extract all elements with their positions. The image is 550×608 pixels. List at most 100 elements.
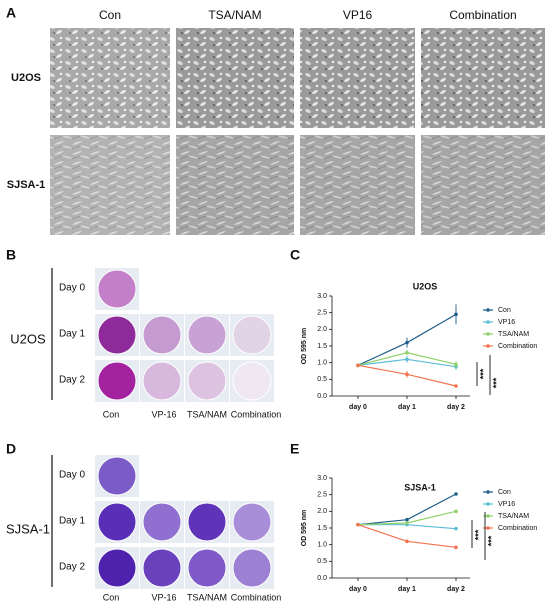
cell-line-label: U2OS	[10, 331, 46, 346]
y-tick-label: 2.5	[317, 310, 327, 317]
data-point	[405, 539, 409, 544]
y-tick-label: 1.5	[317, 343, 327, 350]
x-tick-label: day 2	[447, 586, 465, 593]
legend-label: Con	[498, 489, 511, 496]
data-point	[454, 384, 458, 388]
micrograph	[300, 135, 415, 235]
data-point	[454, 545, 458, 550]
y-tick-label: 1.0	[317, 360, 327, 367]
legend-marker	[486, 308, 490, 312]
condition-label: TSA/NAM	[187, 409, 227, 419]
y-axis-label: OD 595 nm	[301, 510, 308, 547]
well	[187, 361, 227, 401]
well	[187, 548, 227, 588]
x-tick-label: day 0	[349, 404, 367, 411]
legend-marker	[486, 344, 490, 348]
data-point	[454, 312, 458, 317]
panel-label: D	[6, 441, 16, 457]
legend-marker	[486, 526, 490, 530]
legend-marker	[486, 514, 490, 518]
y-tick-label: 1.0	[317, 542, 327, 549]
condition-label: Combination	[231, 409, 282, 419]
data-point	[405, 521, 409, 525]
x-tick-label: day 1	[398, 404, 416, 411]
panel-label: A	[6, 5, 16, 21]
y-tick-label: 0.5	[317, 558, 327, 565]
well	[97, 269, 137, 309]
well	[232, 502, 272, 542]
well	[142, 548, 182, 588]
data-point	[356, 522, 360, 527]
condition-label: TSA/NAM	[187, 592, 227, 602]
well	[97, 456, 137, 496]
condition-label: Combination	[231, 592, 282, 602]
well	[142, 361, 182, 401]
panel-label: E	[290, 441, 299, 457]
day-label: Day 0	[59, 470, 86, 481]
micrograph	[421, 28, 545, 128]
micrograph	[176, 28, 294, 128]
data-point	[356, 363, 360, 368]
well	[142, 315, 182, 355]
micrograph	[50, 28, 170, 128]
y-tick-label: 2.0	[317, 326, 327, 333]
well	[187, 315, 227, 355]
condition-label: VP-16	[151, 592, 176, 602]
data-point	[454, 492, 458, 496]
legend-marker	[486, 502, 490, 506]
significance-label: ***	[486, 535, 496, 546]
data-point	[454, 362, 458, 367]
row-label: SJSA-1	[7, 179, 46, 191]
y-tick-label: 0.5	[317, 376, 327, 383]
y-tick-label: 2.0	[317, 508, 327, 515]
well	[232, 315, 272, 355]
column-header: Con	[99, 8, 121, 22]
legend-label: TSA/NAM	[498, 513, 529, 520]
well	[97, 361, 137, 401]
condition-label: Con	[103, 409, 120, 419]
y-tick-label: 3.0	[317, 475, 327, 482]
micrograph	[421, 135, 545, 235]
data-point	[454, 509, 458, 514]
legend-marker	[486, 332, 490, 336]
legend-label: Con	[498, 307, 511, 314]
x-tick-label: day 2	[447, 404, 465, 411]
legend-label: Combination	[498, 525, 537, 532]
condition-label: VP-16	[151, 409, 176, 419]
well	[97, 315, 137, 355]
well	[232, 548, 272, 588]
y-tick-label: 3.0	[317, 293, 327, 300]
well	[187, 502, 227, 542]
y-tick-label: 2.5	[317, 492, 327, 499]
condition-label: Con	[103, 592, 120, 602]
column-header: Combination	[449, 8, 516, 22]
day-label: Day 1	[59, 516, 86, 527]
y-tick-label: 0.0	[317, 575, 327, 582]
significance-label: ***	[478, 368, 488, 379]
data-point	[454, 526, 458, 531]
day-label: Day 2	[59, 562, 86, 573]
significance-label: ***	[473, 529, 483, 540]
chart-title: U2OS	[413, 281, 438, 291]
data-point	[405, 517, 409, 522]
legend-marker	[486, 320, 490, 324]
legend-marker	[486, 490, 490, 494]
chart-title: SJSA-1	[404, 482, 436, 492]
data-point	[405, 357, 409, 362]
x-tick-label: day 1	[398, 586, 416, 593]
well	[97, 502, 137, 542]
significance-label: ***	[491, 377, 501, 388]
well	[97, 548, 137, 588]
row-label: U2OS	[11, 72, 41, 84]
day-label: Day 2	[59, 375, 86, 386]
well	[232, 361, 272, 401]
y-tick-label: 1.5	[317, 525, 327, 532]
column-header: VP16	[343, 8, 373, 22]
legend-label: VP16	[498, 501, 515, 508]
y-axis-label: OD 595 nm	[301, 328, 308, 365]
legend-label: TSA/NAM	[498, 331, 529, 338]
column-header: TSA/NAM	[208, 8, 261, 22]
micrograph	[176, 135, 294, 235]
